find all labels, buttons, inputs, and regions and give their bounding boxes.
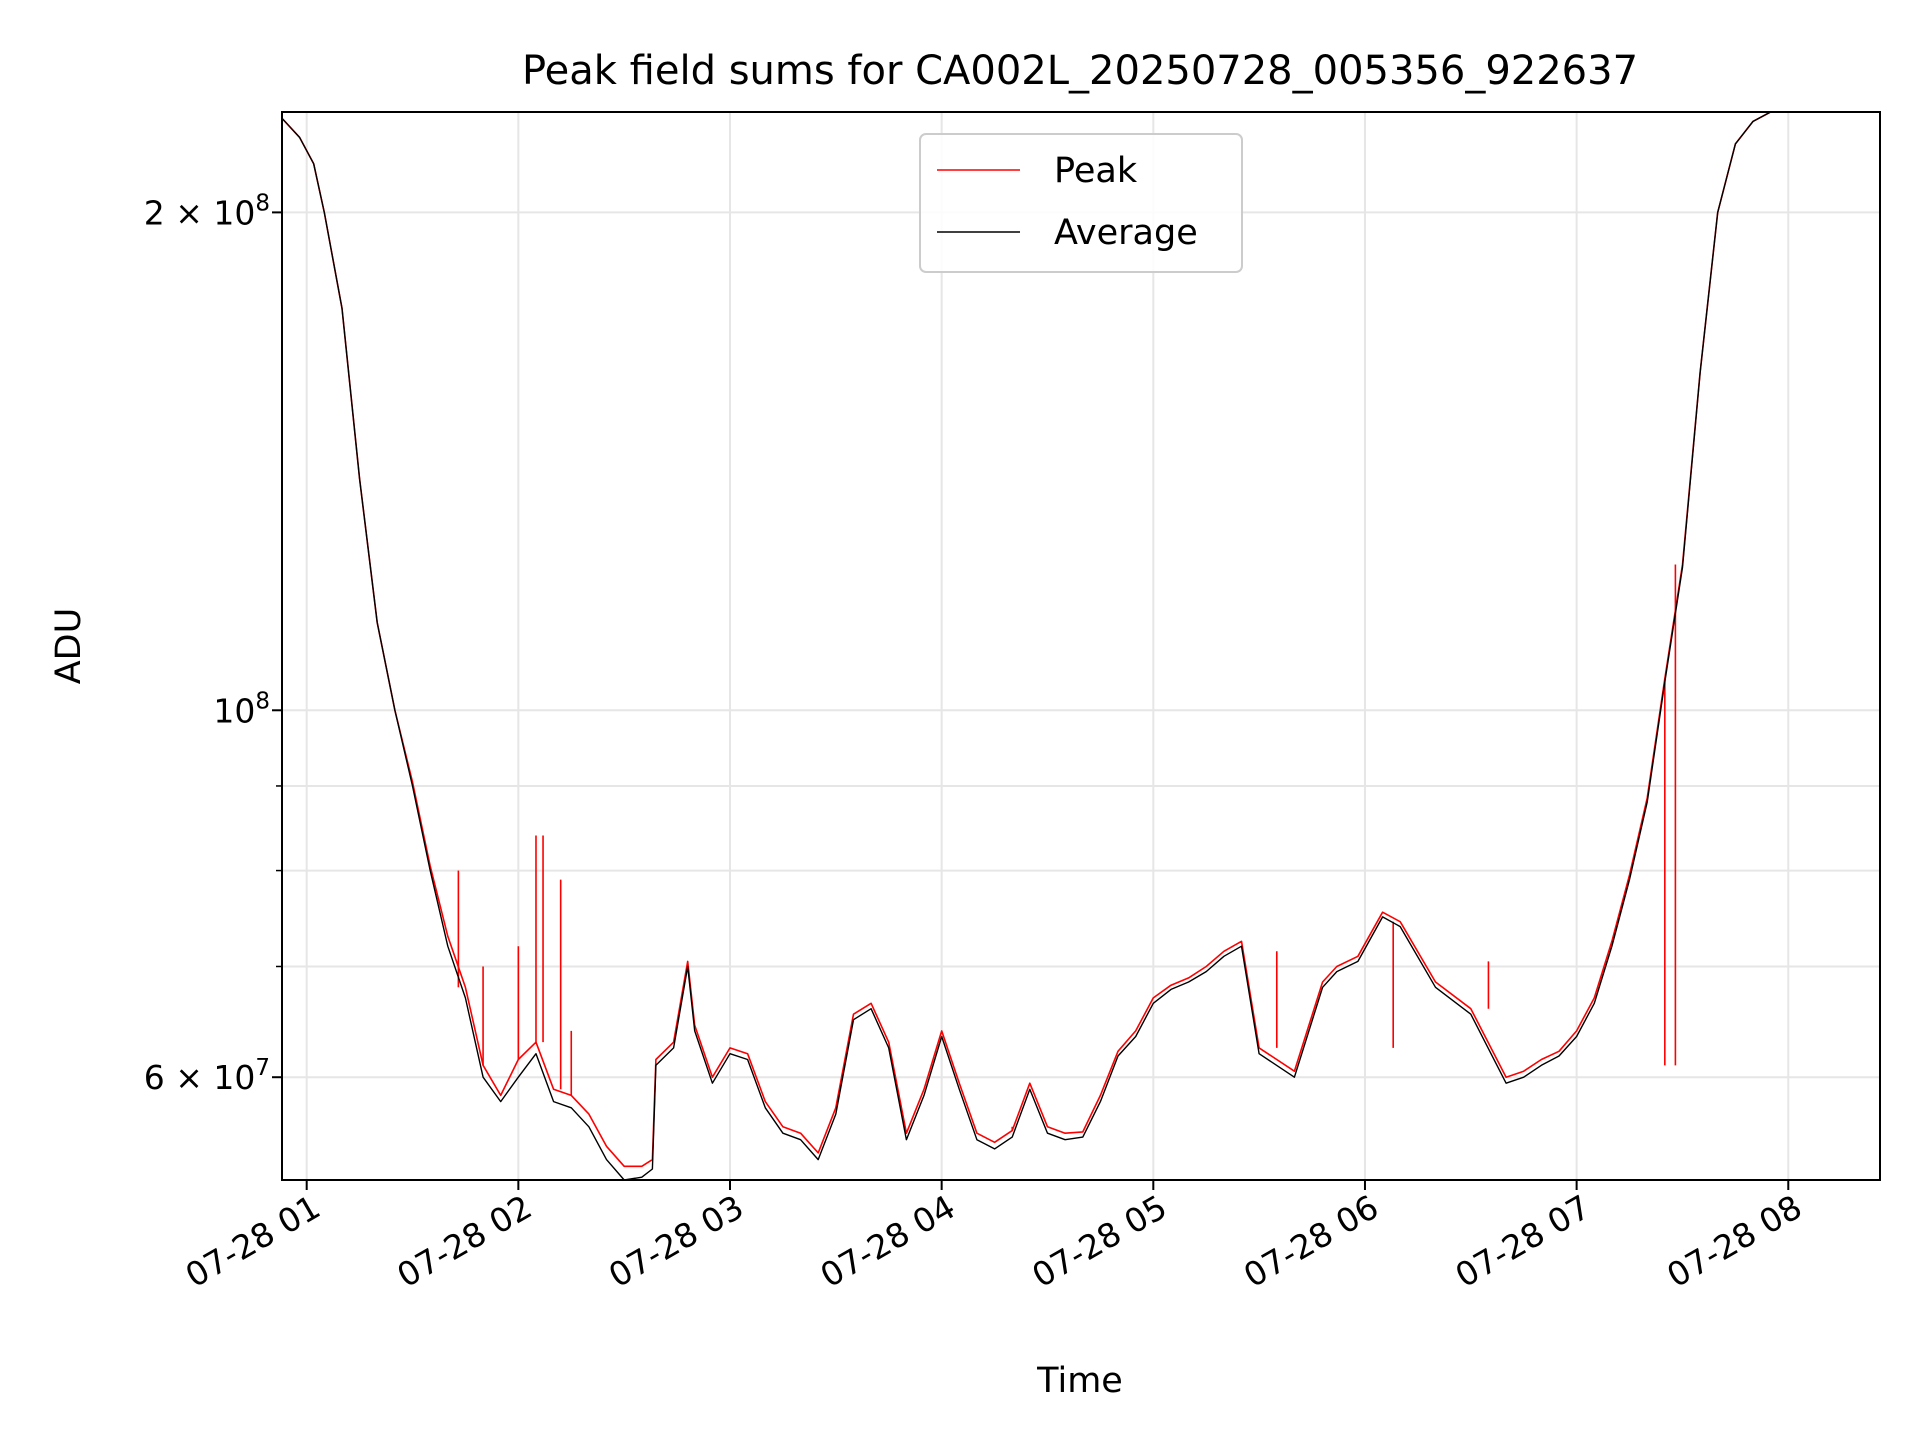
legend: Peak Average xyxy=(919,133,1243,273)
grid-lines xyxy=(282,112,1880,1180)
legend-box xyxy=(919,133,1243,273)
y-axis-label: ADU xyxy=(49,608,89,685)
series-lines xyxy=(281,111,1880,1181)
y-tick-label-6e7: 6 × 107 xyxy=(144,1055,270,1097)
y-tick-label-2e8: 2 × 108 xyxy=(144,190,270,232)
y-tick-label-1e8: 108 xyxy=(213,688,270,730)
chart-title: Peak field sums for CA002L_20250728_0053… xyxy=(522,48,1638,94)
legend-peak-label: Peak xyxy=(1054,151,1138,191)
plot-frame xyxy=(281,111,1881,1181)
legend-average-label: Average xyxy=(1054,213,1198,253)
series-line-average xyxy=(281,111,1880,1181)
y-axis-ticks xyxy=(272,211,282,1079)
x-axis-label: Time xyxy=(1036,1361,1123,1401)
